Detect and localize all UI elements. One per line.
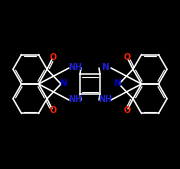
Text: O: O [50,106,57,115]
Text: N: N [101,64,109,73]
Text: N: N [59,79,67,89]
Text: O: O [50,53,57,62]
Text: NH: NH [68,64,82,73]
Text: O: O [123,106,130,115]
Text: O: O [123,53,130,62]
Text: NH: NH [98,95,112,104]
Text: N: N [113,79,121,89]
Text: NH: NH [68,95,82,104]
